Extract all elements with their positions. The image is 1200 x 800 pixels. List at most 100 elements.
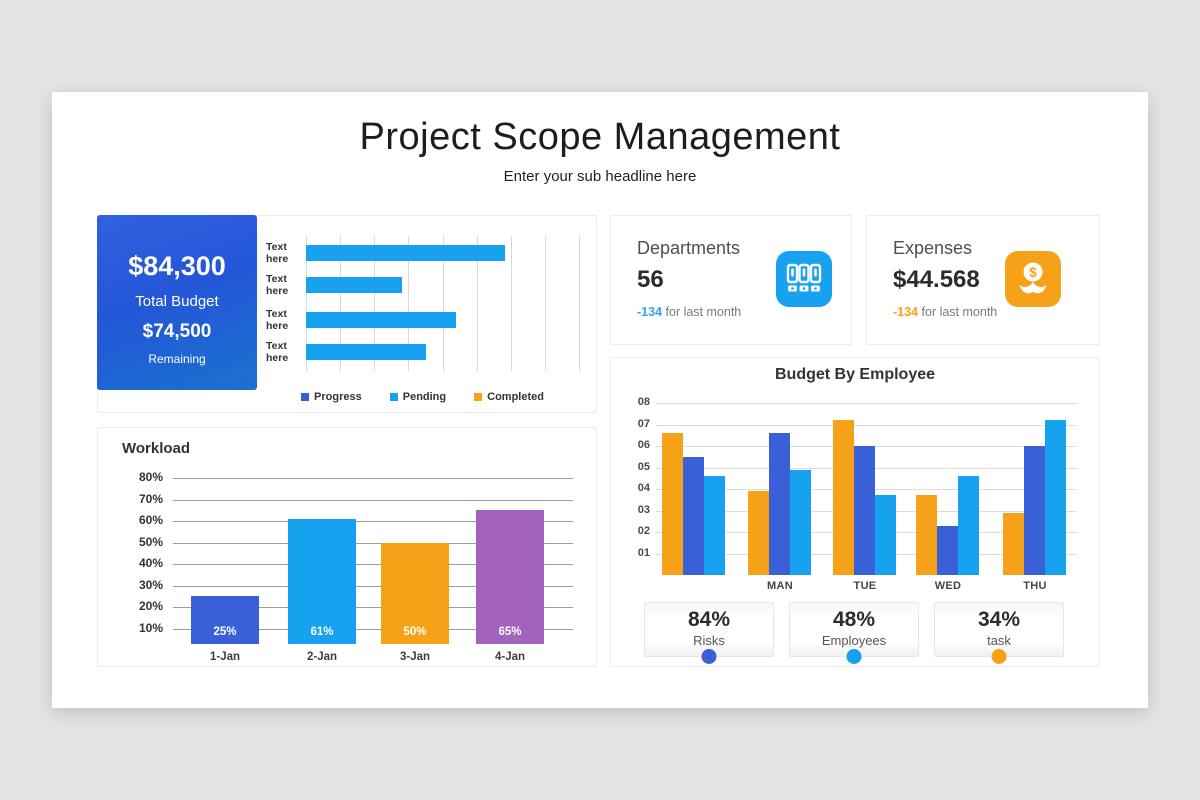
budget-by-employee-panel: Budget By Employee 08 07 06 05 04 03 02 01 MAN TU… bbox=[610, 357, 1100, 667]
workload-bar-value: 61% bbox=[310, 625, 334, 638]
budget-by-employee-chart: 08 07 06 05 04 03 02 01 MAN TUE WED THU bbox=[638, 396, 1076, 592]
total-budget-amount: $84,300 bbox=[128, 251, 226, 281]
gridline bbox=[579, 236, 580, 371]
budget-bar bbox=[1045, 420, 1066, 575]
gridline bbox=[656, 403, 1076, 404]
gridline bbox=[306, 236, 307, 371]
tasks-hbar-plot bbox=[306, 236, 580, 371]
remaining-amount: $74,500 bbox=[142, 321, 212, 342]
gridline bbox=[173, 542, 573, 544]
departments-delta: -134 bbox=[637, 305, 663, 319]
tasks-panel: $84,300 Total Budget $74,500 Remaining T… bbox=[97, 215, 597, 413]
money-plant-icon: $ bbox=[1005, 251, 1061, 307]
y-axis-label: 10% bbox=[138, 620, 163, 635]
page-subtitle: Enter your sub headline here bbox=[503, 168, 697, 185]
x-axis-label: WED bbox=[934, 580, 962, 592]
expenses-title: Expenses bbox=[893, 238, 973, 258]
y-axis-label: 80% bbox=[138, 470, 163, 484]
gridline bbox=[173, 521, 573, 522]
budget-bar bbox=[916, 495, 937, 575]
gridline bbox=[374, 236, 376, 371]
workload-bar: 50% bbox=[381, 542, 449, 644]
budget-bar bbox=[937, 525, 958, 575]
y-axis-label: 20% bbox=[138, 599, 163, 613]
y-axis-label: 50% bbox=[138, 534, 163, 549]
y-axis-label: 30% bbox=[138, 577, 163, 592]
x-axis-label: TUE bbox=[853, 580, 877, 592]
legend-item-progress: Progress bbox=[301, 391, 362, 403]
legend-label: Progress bbox=[314, 391, 362, 403]
slide: Project Scope Management Enter your sub … bbox=[52, 92, 1148, 708]
task-bar-label: Text here bbox=[266, 308, 289, 332]
gridline bbox=[173, 499, 573, 501]
budget-bar bbox=[958, 476, 979, 575]
workload-bar-value: 50% bbox=[403, 626, 427, 638]
gridline bbox=[173, 628, 573, 630]
workload-title: Workload bbox=[122, 440, 191, 457]
risks-label: Risks bbox=[693, 633, 725, 648]
y-axis-label: 02 bbox=[637, 525, 650, 537]
y-axis-label: 70% bbox=[138, 491, 163, 506]
budget-bar bbox=[683, 456, 704, 575]
gridline bbox=[656, 424, 1076, 426]
workload-bar-value: 65% bbox=[498, 626, 522, 638]
pending-swatch-icon bbox=[389, 393, 398, 401]
y-axis-label: 07 bbox=[637, 417, 650, 430]
progress-swatch-icon bbox=[301, 393, 310, 401]
task-bar bbox=[306, 344, 427, 360]
expenses-delta-note: for last month bbox=[921, 305, 998, 319]
budget-bar bbox=[1024, 446, 1045, 575]
workload-panel: Workload 80% 70% 60% 50% 40% 30% 20% 10% 25% 1-Ja… bbox=[97, 427, 597, 667]
task-bar-label: Text here bbox=[266, 241, 289, 265]
budget-bar bbox=[1003, 512, 1024, 575]
stat-box-employees: 48% Employees bbox=[789, 602, 919, 664]
task-bar-label: Text here bbox=[266, 273, 289, 297]
gridline bbox=[173, 585, 573, 587]
binders-icon bbox=[776, 251, 832, 307]
risks-value: 84% bbox=[687, 608, 731, 631]
budget-bar bbox=[704, 476, 725, 575]
departments-title: Departments bbox=[637, 238, 741, 258]
gridline bbox=[173, 607, 573, 608]
workload-bar: 65% bbox=[476, 510, 544, 644]
employees-value: 48% bbox=[832, 608, 876, 631]
workload-bar-value: 25% bbox=[213, 626, 237, 638]
task-bar bbox=[306, 245, 506, 261]
task-label: task bbox=[987, 633, 1011, 648]
workload-bar: 61% bbox=[288, 518, 356, 644]
stat-box-task: 34% task bbox=[934, 602, 1064, 664]
task-bar-label: Text here bbox=[266, 340, 289, 364]
legend-item-pending: Pending bbox=[389, 391, 447, 403]
tasks-hbar-labels: Text here Text here Text here Text here bbox=[266, 236, 306, 371]
departments-delta-note: for last month bbox=[665, 305, 742, 319]
x-axis-label: 4-Jan bbox=[494, 651, 526, 663]
employees-label: Employees bbox=[821, 633, 887, 648]
completed-swatch-icon bbox=[474, 393, 483, 401]
x-axis-label: 2-Jan bbox=[306, 651, 338, 663]
y-axis-label: 04 bbox=[637, 482, 650, 494]
budget-bar bbox=[875, 495, 896, 575]
page-title: Project Scope Management bbox=[359, 116, 841, 158]
total-budget-label: Total Budget bbox=[135, 293, 219, 310]
y-axis-label: 01 bbox=[637, 546, 650, 559]
stats-row: 84% Risks 48% Employees 34% task bbox=[644, 602, 1064, 664]
task-dot-icon bbox=[991, 649, 1007, 664]
workload-bar: 25% bbox=[191, 596, 259, 644]
gridline bbox=[510, 236, 512, 371]
svg-text:$: $ bbox=[1029, 265, 1037, 280]
legend-label: Pending bbox=[402, 391, 447, 403]
expenses-value: $44.568 bbox=[893, 266, 980, 293]
departments-card: Departments 56 -134 for last month bbox=[610, 215, 852, 345]
x-axis-label: MAN bbox=[767, 580, 793, 592]
tasks-hbar-legend: Progress Pending Completed bbox=[266, 391, 579, 403]
x-axis-label: THU bbox=[1023, 580, 1047, 592]
y-axis-label: 60% bbox=[138, 513, 163, 527]
legend-label: Completed bbox=[487, 391, 544, 403]
x-axis-label: 1-Jan bbox=[209, 651, 241, 663]
expenses-card: Expenses $44.568 -134 for last month $ bbox=[866, 215, 1100, 345]
gridline bbox=[173, 478, 573, 479]
remaining-label: Remaining bbox=[148, 352, 206, 366]
budget-bar bbox=[748, 491, 769, 575]
y-axis-label: 03 bbox=[637, 503, 650, 516]
gridline bbox=[476, 236, 478, 371]
